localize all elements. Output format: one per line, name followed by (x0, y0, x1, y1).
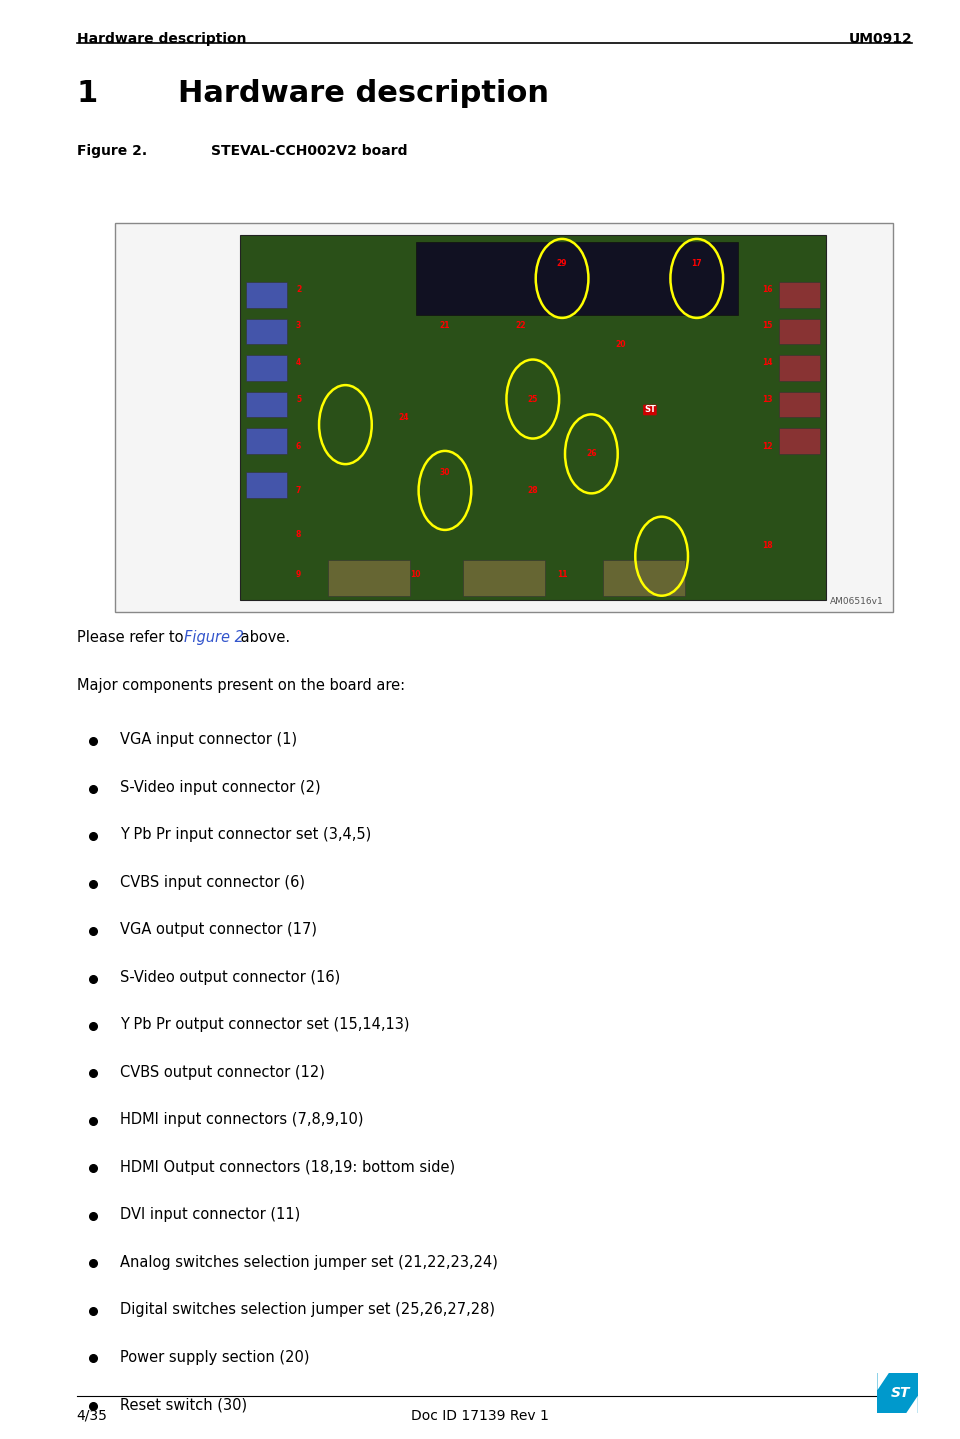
Polygon shape (906, 1396, 918, 1413)
Text: HDMI input connectors (7,8,9,10): HDMI input connectors (7,8,9,10) (120, 1112, 364, 1127)
Bar (779, 391, 820, 417)
Text: VGA output connector (17): VGA output connector (17) (120, 922, 317, 937)
Text: S-Video output connector (16): S-Video output connector (16) (120, 970, 340, 984)
Text: 16: 16 (762, 285, 772, 294)
Text: 10: 10 (411, 570, 420, 578)
Text: 13: 13 (762, 394, 772, 403)
Text: 4: 4 (296, 358, 301, 367)
Text: 8: 8 (296, 530, 301, 538)
Bar (416, 242, 738, 315)
Text: DVI input connector (11): DVI input connector (11) (120, 1207, 300, 1222)
Text: 4/35: 4/35 (77, 1409, 108, 1423)
Text: 22: 22 (516, 321, 526, 331)
Text: 21: 21 (440, 321, 450, 331)
Text: Reset switch (30): Reset switch (30) (120, 1397, 247, 1412)
Bar (246, 429, 287, 453)
Text: Y Pb Pr output connector set (15,14,13): Y Pb Pr output connector set (15,14,13) (120, 1017, 410, 1032)
Bar (328, 560, 410, 596)
Text: VGA input connector (1): VGA input connector (1) (120, 732, 298, 747)
Text: Analog switches selection jumper set (21,22,23,24): Analog switches selection jumper set (21… (120, 1255, 498, 1269)
Text: 6: 6 (296, 442, 301, 450)
Text: 17: 17 (691, 259, 702, 268)
Text: 5: 5 (296, 394, 301, 403)
Bar (603, 560, 685, 596)
Bar (779, 355, 820, 381)
Bar (779, 282, 820, 308)
Text: Figure 2.: Figure 2. (77, 144, 147, 158)
Text: S-Video input connector (2): S-Video input connector (2) (120, 780, 321, 794)
Text: 9: 9 (296, 570, 301, 578)
Text: Figure 2: Figure 2 (184, 630, 244, 645)
Text: 2: 2 (296, 285, 301, 294)
Text: 15: 15 (762, 321, 772, 331)
Text: 20: 20 (615, 340, 626, 348)
Text: 30: 30 (440, 468, 450, 476)
Text: 12: 12 (762, 442, 772, 450)
Text: Hardware description: Hardware description (178, 79, 548, 108)
Bar (246, 355, 287, 381)
Text: ST: ST (891, 1386, 910, 1400)
Text: STEVAL-CCH002V2 board: STEVAL-CCH002V2 board (211, 144, 408, 158)
Text: Y Pb Pr input connector set (3,4,5): Y Pb Pr input connector set (3,4,5) (120, 827, 372, 842)
Text: 1: 1 (77, 79, 98, 108)
Text: 14: 14 (762, 358, 772, 367)
Text: ST: ST (644, 406, 656, 414)
Text: 11: 11 (557, 570, 567, 578)
Text: above.: above. (236, 630, 290, 645)
Bar (246, 472, 287, 498)
Bar (246, 391, 287, 417)
Text: 26: 26 (587, 449, 596, 459)
Text: 3: 3 (296, 321, 301, 331)
Bar (463, 560, 544, 596)
Text: 18: 18 (761, 541, 773, 550)
Bar (877, 1373, 918, 1413)
Text: 7: 7 (296, 486, 301, 495)
Text: CVBS output connector (12): CVBS output connector (12) (120, 1065, 324, 1079)
Text: Digital switches selection jumper set (25,26,27,28): Digital switches selection jumper set (2… (120, 1302, 495, 1317)
Text: UM0912: UM0912 (849, 32, 912, 46)
Text: Major components present on the board are:: Major components present on the board ar… (77, 678, 405, 692)
Bar (246, 282, 287, 308)
Bar (779, 429, 820, 453)
Bar (246, 318, 287, 344)
Text: Doc ID 17139 Rev 1: Doc ID 17139 Rev 1 (411, 1409, 549, 1423)
Bar (779, 318, 820, 344)
Text: Power supply section (20): Power supply section (20) (120, 1350, 309, 1364)
Text: 29: 29 (557, 259, 567, 268)
Text: 28: 28 (527, 486, 539, 495)
Text: 24: 24 (398, 413, 409, 422)
Text: Hardware description: Hardware description (77, 32, 247, 46)
Text: 25: 25 (528, 394, 538, 403)
Text: HDMI Output connectors (18,19: bottom side): HDMI Output connectors (18,19: bottom si… (120, 1160, 455, 1174)
Bar (115, 223, 893, 612)
Text: Please refer to: Please refer to (77, 630, 188, 645)
Polygon shape (877, 1373, 889, 1390)
Bar (240, 235, 826, 600)
Text: CVBS input connector (6): CVBS input connector (6) (120, 875, 305, 889)
Text: AM06516v1: AM06516v1 (829, 597, 883, 606)
